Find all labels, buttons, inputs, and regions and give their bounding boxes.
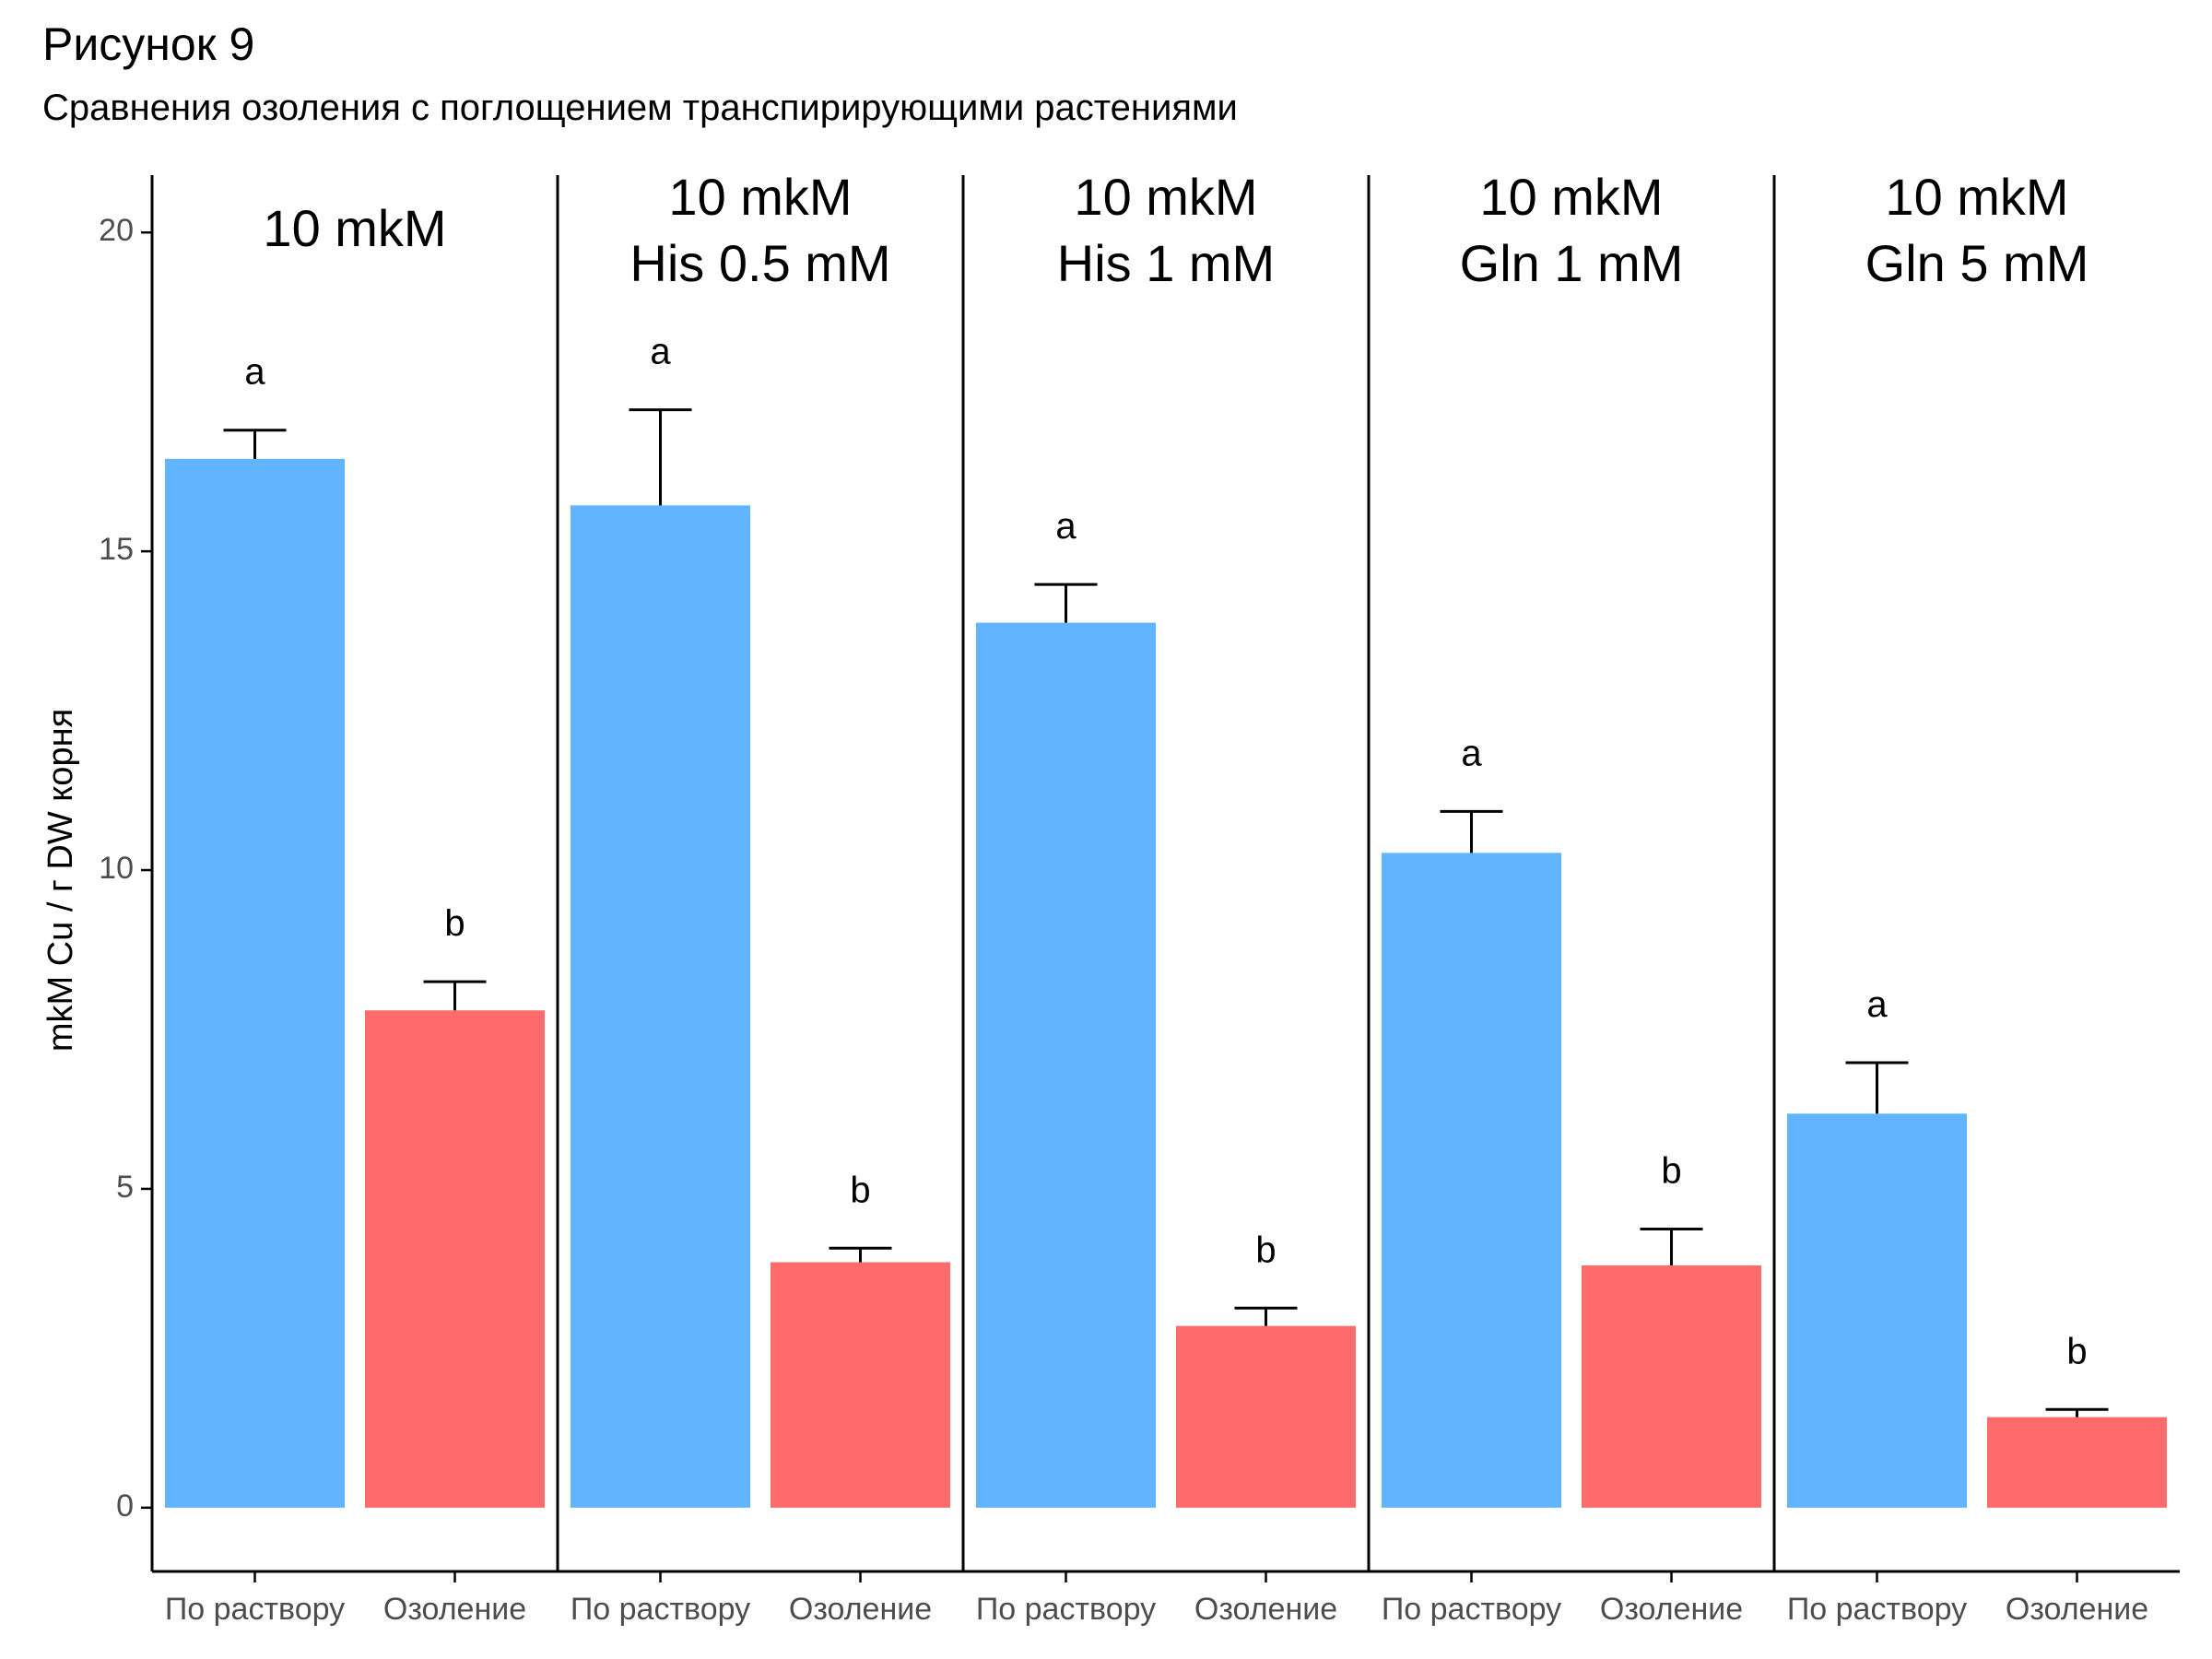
- panel-label: 10 mkM: [1885, 168, 2068, 226]
- bar: [1382, 853, 1561, 1508]
- x-tick-label: По раствору: [1382, 1592, 1561, 1627]
- panel-label: His 0.5 mM: [629, 234, 890, 292]
- figure-title: Рисунок 9: [42, 18, 255, 70]
- significance-letter: a: [1866, 984, 1888, 1025]
- significance-letter: b: [1255, 1230, 1276, 1270]
- significance-letter: b: [444, 903, 465, 944]
- significance-letter: a: [244, 352, 265, 393]
- panel-label: 10 mkM: [1074, 168, 1257, 226]
- y-tick-label: 15: [99, 532, 134, 567]
- x-tick-label: Озоление: [2006, 1592, 2148, 1627]
- y-tick-label: 20: [99, 213, 134, 248]
- x-tick-label: Озоление: [1194, 1592, 1337, 1627]
- x-tick-label: По раствору: [1787, 1592, 1967, 1627]
- x-tick-label: По раствору: [571, 1592, 750, 1627]
- panel-label: Gln 5 mM: [1865, 234, 2089, 292]
- x-tick-label: Озоление: [383, 1592, 526, 1627]
- y-tick-label: 10: [99, 851, 134, 886]
- x-tick-label: Озоление: [1600, 1592, 1743, 1627]
- bar: [571, 505, 750, 1508]
- bar: [771, 1262, 950, 1508]
- panel-label: 10 mkM: [1479, 168, 1663, 226]
- significance-letters-layer: a b a b a b a b a b: [244, 332, 2087, 1372]
- bar: [1176, 1325, 1356, 1508]
- bars-layer: [165, 458, 2167, 1508]
- error-bars-layer: [223, 408, 2109, 1418]
- panel-label: 10 mkM: [263, 199, 446, 257]
- panel-label: 10 mkM: [668, 168, 852, 226]
- x-tick-label: Озоление: [789, 1592, 932, 1627]
- y-axis-label: mkM Cu / г DW корня: [41, 709, 80, 1052]
- bar: [365, 1010, 545, 1508]
- bar: [976, 622, 1156, 1508]
- bar: [1987, 1417, 2167, 1508]
- y-tick-label: 5: [116, 1170, 134, 1205]
- significance-letter: a: [650, 332, 671, 372]
- figure-subtitle: Сравнения озоления с поглощением транспи…: [42, 88, 1238, 128]
- bar: [1582, 1265, 1761, 1508]
- y-tick-label: 0: [116, 1488, 134, 1524]
- panel-label: His 1 mM: [1057, 234, 1275, 292]
- x-tick-label: По раствору: [976, 1592, 1156, 1627]
- significance-letter: b: [850, 1170, 870, 1210]
- significance-letter: b: [1661, 1151, 1681, 1192]
- significance-letter: a: [1461, 733, 1482, 773]
- axes-layer: По раствору Озоление По раствору Озоление По…: [99, 175, 2180, 1627]
- x-tick-label: По раствору: [165, 1592, 345, 1627]
- bar: [165, 458, 345, 1508]
- bar: [1787, 1113, 1967, 1508]
- panel-labels-layer: 10 mkM 10 mkM His 0.5 mM 10 mkM His 1 mM 10 m…: [263, 168, 2088, 292]
- panel-label: Gln 1 mM: [1460, 234, 1684, 292]
- significance-letter: a: [1055, 506, 1077, 547]
- significance-letter: b: [2066, 1331, 2087, 1371]
